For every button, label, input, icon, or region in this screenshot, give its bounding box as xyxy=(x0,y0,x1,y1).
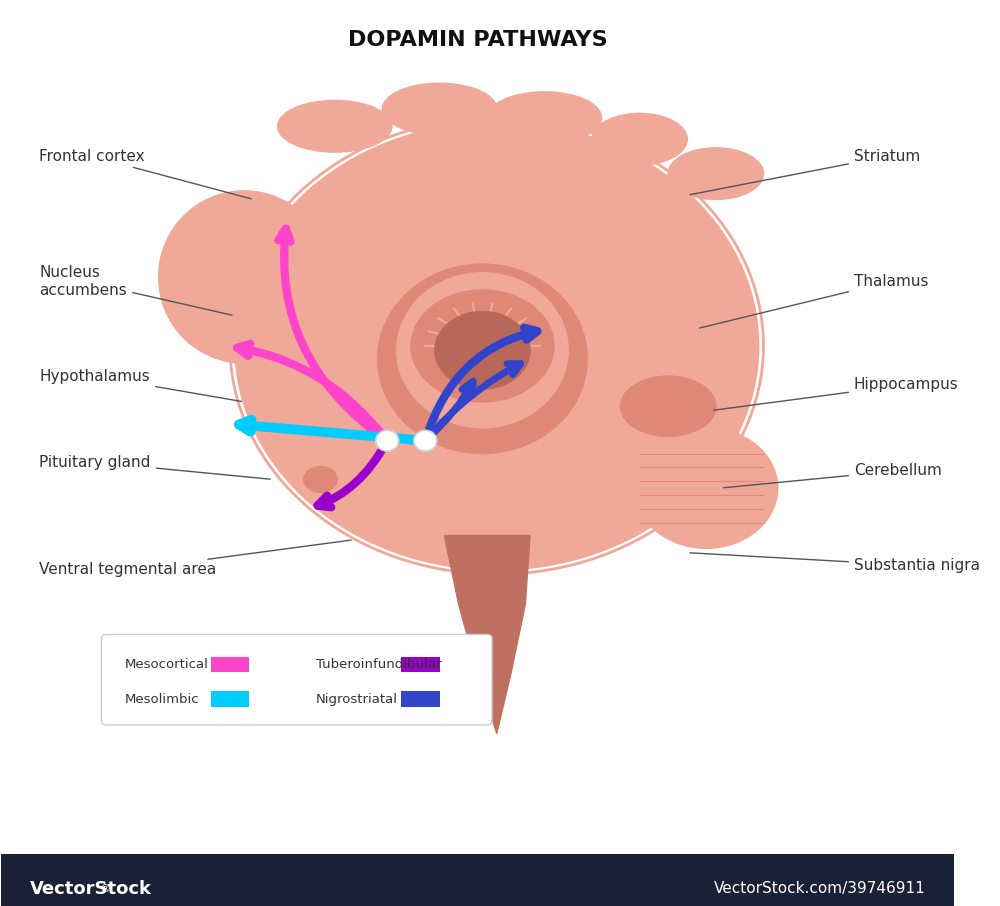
FancyBboxPatch shape xyxy=(211,691,249,707)
Ellipse shape xyxy=(397,273,568,428)
Ellipse shape xyxy=(635,428,778,548)
Ellipse shape xyxy=(668,148,763,199)
Text: VectorStock: VectorStock xyxy=(30,880,152,898)
Text: Mesocortical: Mesocortical xyxy=(125,658,209,671)
Text: Nigrostriatal: Nigrostriatal xyxy=(316,692,398,706)
Text: Ventral tegmental area: Ventral tegmental area xyxy=(39,540,351,577)
Text: Frontal cortex: Frontal cortex xyxy=(39,149,251,198)
Text: VectorStock.com/39746911: VectorStock.com/39746911 xyxy=(714,882,925,896)
Ellipse shape xyxy=(435,312,530,389)
Text: Striatum: Striatum xyxy=(690,149,920,195)
Ellipse shape xyxy=(411,290,554,402)
Circle shape xyxy=(414,430,437,451)
Bar xyxy=(1,854,954,906)
Ellipse shape xyxy=(378,265,587,454)
Text: Hypothalamus: Hypothalamus xyxy=(39,369,242,401)
Text: Tuberoinfundibular: Tuberoinfundibular xyxy=(316,658,441,671)
FancyBboxPatch shape xyxy=(211,657,249,672)
FancyBboxPatch shape xyxy=(401,691,440,707)
Ellipse shape xyxy=(487,92,602,143)
FancyBboxPatch shape xyxy=(401,657,440,672)
Text: Cerebellum: Cerebellum xyxy=(723,463,942,487)
Text: ®: ® xyxy=(100,883,111,893)
Ellipse shape xyxy=(278,101,392,152)
Ellipse shape xyxy=(235,122,759,570)
Text: Mesolimbic: Mesolimbic xyxy=(125,692,200,706)
Polygon shape xyxy=(444,535,530,734)
Ellipse shape xyxy=(382,83,497,135)
Circle shape xyxy=(376,430,399,451)
Text: Nucleus
accumbens: Nucleus accumbens xyxy=(39,265,232,315)
Ellipse shape xyxy=(304,467,337,492)
Text: Pituitary gland: Pituitary gland xyxy=(39,455,270,479)
Text: DOPAMIN PATHWAYS: DOPAMIN PATHWAYS xyxy=(348,30,608,50)
FancyBboxPatch shape xyxy=(101,634,492,725)
Text: Hippocampus: Hippocampus xyxy=(714,377,959,410)
Ellipse shape xyxy=(592,113,687,165)
Ellipse shape xyxy=(621,376,716,437)
Text: Thalamus: Thalamus xyxy=(699,274,928,328)
Text: Substantia nigra: Substantia nigra xyxy=(690,553,980,573)
Ellipse shape xyxy=(159,191,330,363)
